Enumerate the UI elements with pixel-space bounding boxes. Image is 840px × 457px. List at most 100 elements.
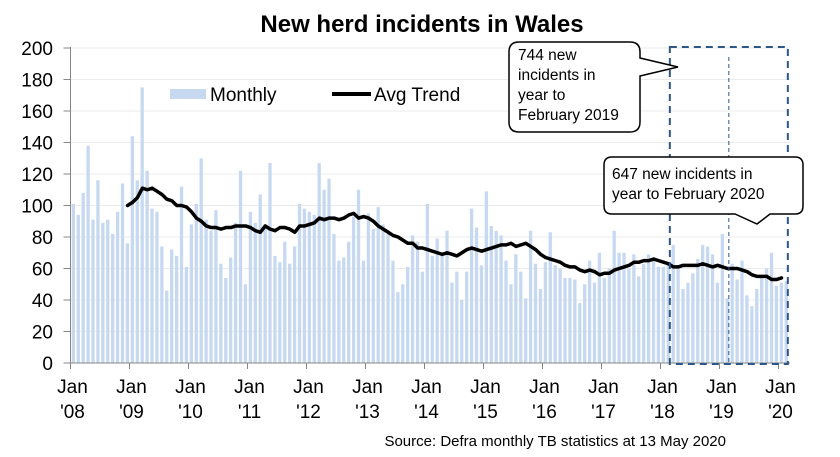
bar-monthly [406,266,410,363]
bar-monthly [145,170,149,363]
bar-monthly [465,271,469,363]
source-note: Source: Defra monthly TB statistics at 1… [384,433,726,450]
bar-monthly [568,277,572,363]
bar-monthly [415,241,420,363]
x-tick-label-year: '11 [238,402,261,423]
bar-monthly [71,203,75,363]
monthly-bars [71,87,788,364]
bar-monthly [617,252,621,363]
bar-monthly [219,263,223,363]
y-tick-label: 80 [32,228,53,249]
bar-monthly [455,271,459,363]
bar-monthly [115,211,120,363]
bar-monthly [740,260,744,364]
x-tick-label-year: '15 [473,402,498,423]
bar-monthly [602,277,606,363]
x-tick-label-year: '08 [60,402,85,423]
bar-monthly [710,254,715,363]
x-tick-label-month: Jan [765,377,796,398]
bar-monthly [548,232,552,363]
trend-line [125,186,784,282]
bar-monthly [774,285,779,363]
bar-monthly [160,246,164,363]
bar-monthly [106,219,110,363]
x-tick-label-month: Jan [352,377,383,398]
bar-monthly [184,266,189,363]
bar-monthly [715,282,720,363]
bar-monthly [410,235,415,363]
chart-title: New herd incidents in Wales [260,11,583,38]
bar-monthly [661,266,665,363]
bar-monthly [366,213,370,364]
bar-monthly [484,191,488,363]
bar-monthly [96,180,100,363]
x-tick-label-year: '10 [178,402,203,423]
bar-monthly [656,266,661,363]
bar-monthly [361,260,366,364]
x-tick-label-year: '14 [414,402,439,423]
bar-monthly [494,230,498,363]
bar-monthly [76,214,80,363]
x-tick-label-year: '17 [591,402,616,423]
bar-monthly [91,219,95,363]
bar-monthly [342,257,346,363]
bar-monthly [578,303,582,363]
bar-monthly [150,208,154,363]
y-axis-ticks: 0 20 40 60 80 100 120 140 160 180 200 [21,39,71,375]
bar-monthly [248,211,252,363]
bar-monthly [224,277,228,363]
bar-monthly [233,222,238,363]
bar-monthly [332,233,336,363]
bar-monthly [435,238,439,363]
bar-monthly [174,255,179,363]
bar-monthly [283,241,287,363]
bar-monthly [514,254,518,363]
bar-monthly [646,254,651,363]
bar-monthly [622,252,626,363]
x-tick-label-month: Jan [57,377,88,398]
bar-monthly [199,158,203,363]
bar-monthly [125,243,130,363]
bar-monthly [386,233,390,363]
bar-monthly [81,192,85,363]
bar-monthly [784,281,788,363]
y-tick-label: 160 [21,102,53,123]
bar-monthly [120,183,125,363]
bar-monthly [735,279,739,363]
bar-monthly [155,211,159,363]
y-tick-label: 0 [42,354,53,375]
x-tick-label-year: '16 [532,402,557,423]
bar-monthly [307,211,311,363]
bar-monthly [401,284,405,363]
bar-monthly [292,246,297,363]
bar-monthly [460,300,464,363]
bar-monthly [450,282,454,363]
bar-monthly [632,254,636,363]
bar-monthly [214,210,218,363]
bar-monthly [288,263,292,363]
bar-monthly [666,263,670,363]
bar-monthly [760,276,764,364]
bar-monthly [170,249,174,363]
bar-monthly [563,277,567,363]
bar-monthly [440,255,444,363]
bar-monthly [371,229,375,364]
bar-monthly [597,252,602,363]
bar-monthly [381,224,385,363]
bar-monthly [533,263,538,363]
bar-monthly [745,295,749,363]
bar-monthly [573,279,577,363]
bar-monthly [671,244,675,364]
callouts: 744 new incidents in year to February 2019 6… [508,41,804,225]
legend: Monthly Avg Trend [170,85,460,106]
bar-monthly [730,263,734,363]
bar-monthly [165,290,169,363]
callout-2019-text: 744 new incidents in year to February 2019 [518,47,619,124]
x-tick-label-month: Jan [706,377,737,398]
bar-monthly [351,216,356,363]
bar-monthly [445,230,449,363]
bar-monthly [642,263,646,363]
x-tick-label-month: Jan [647,377,678,398]
bar-monthly [391,260,395,364]
